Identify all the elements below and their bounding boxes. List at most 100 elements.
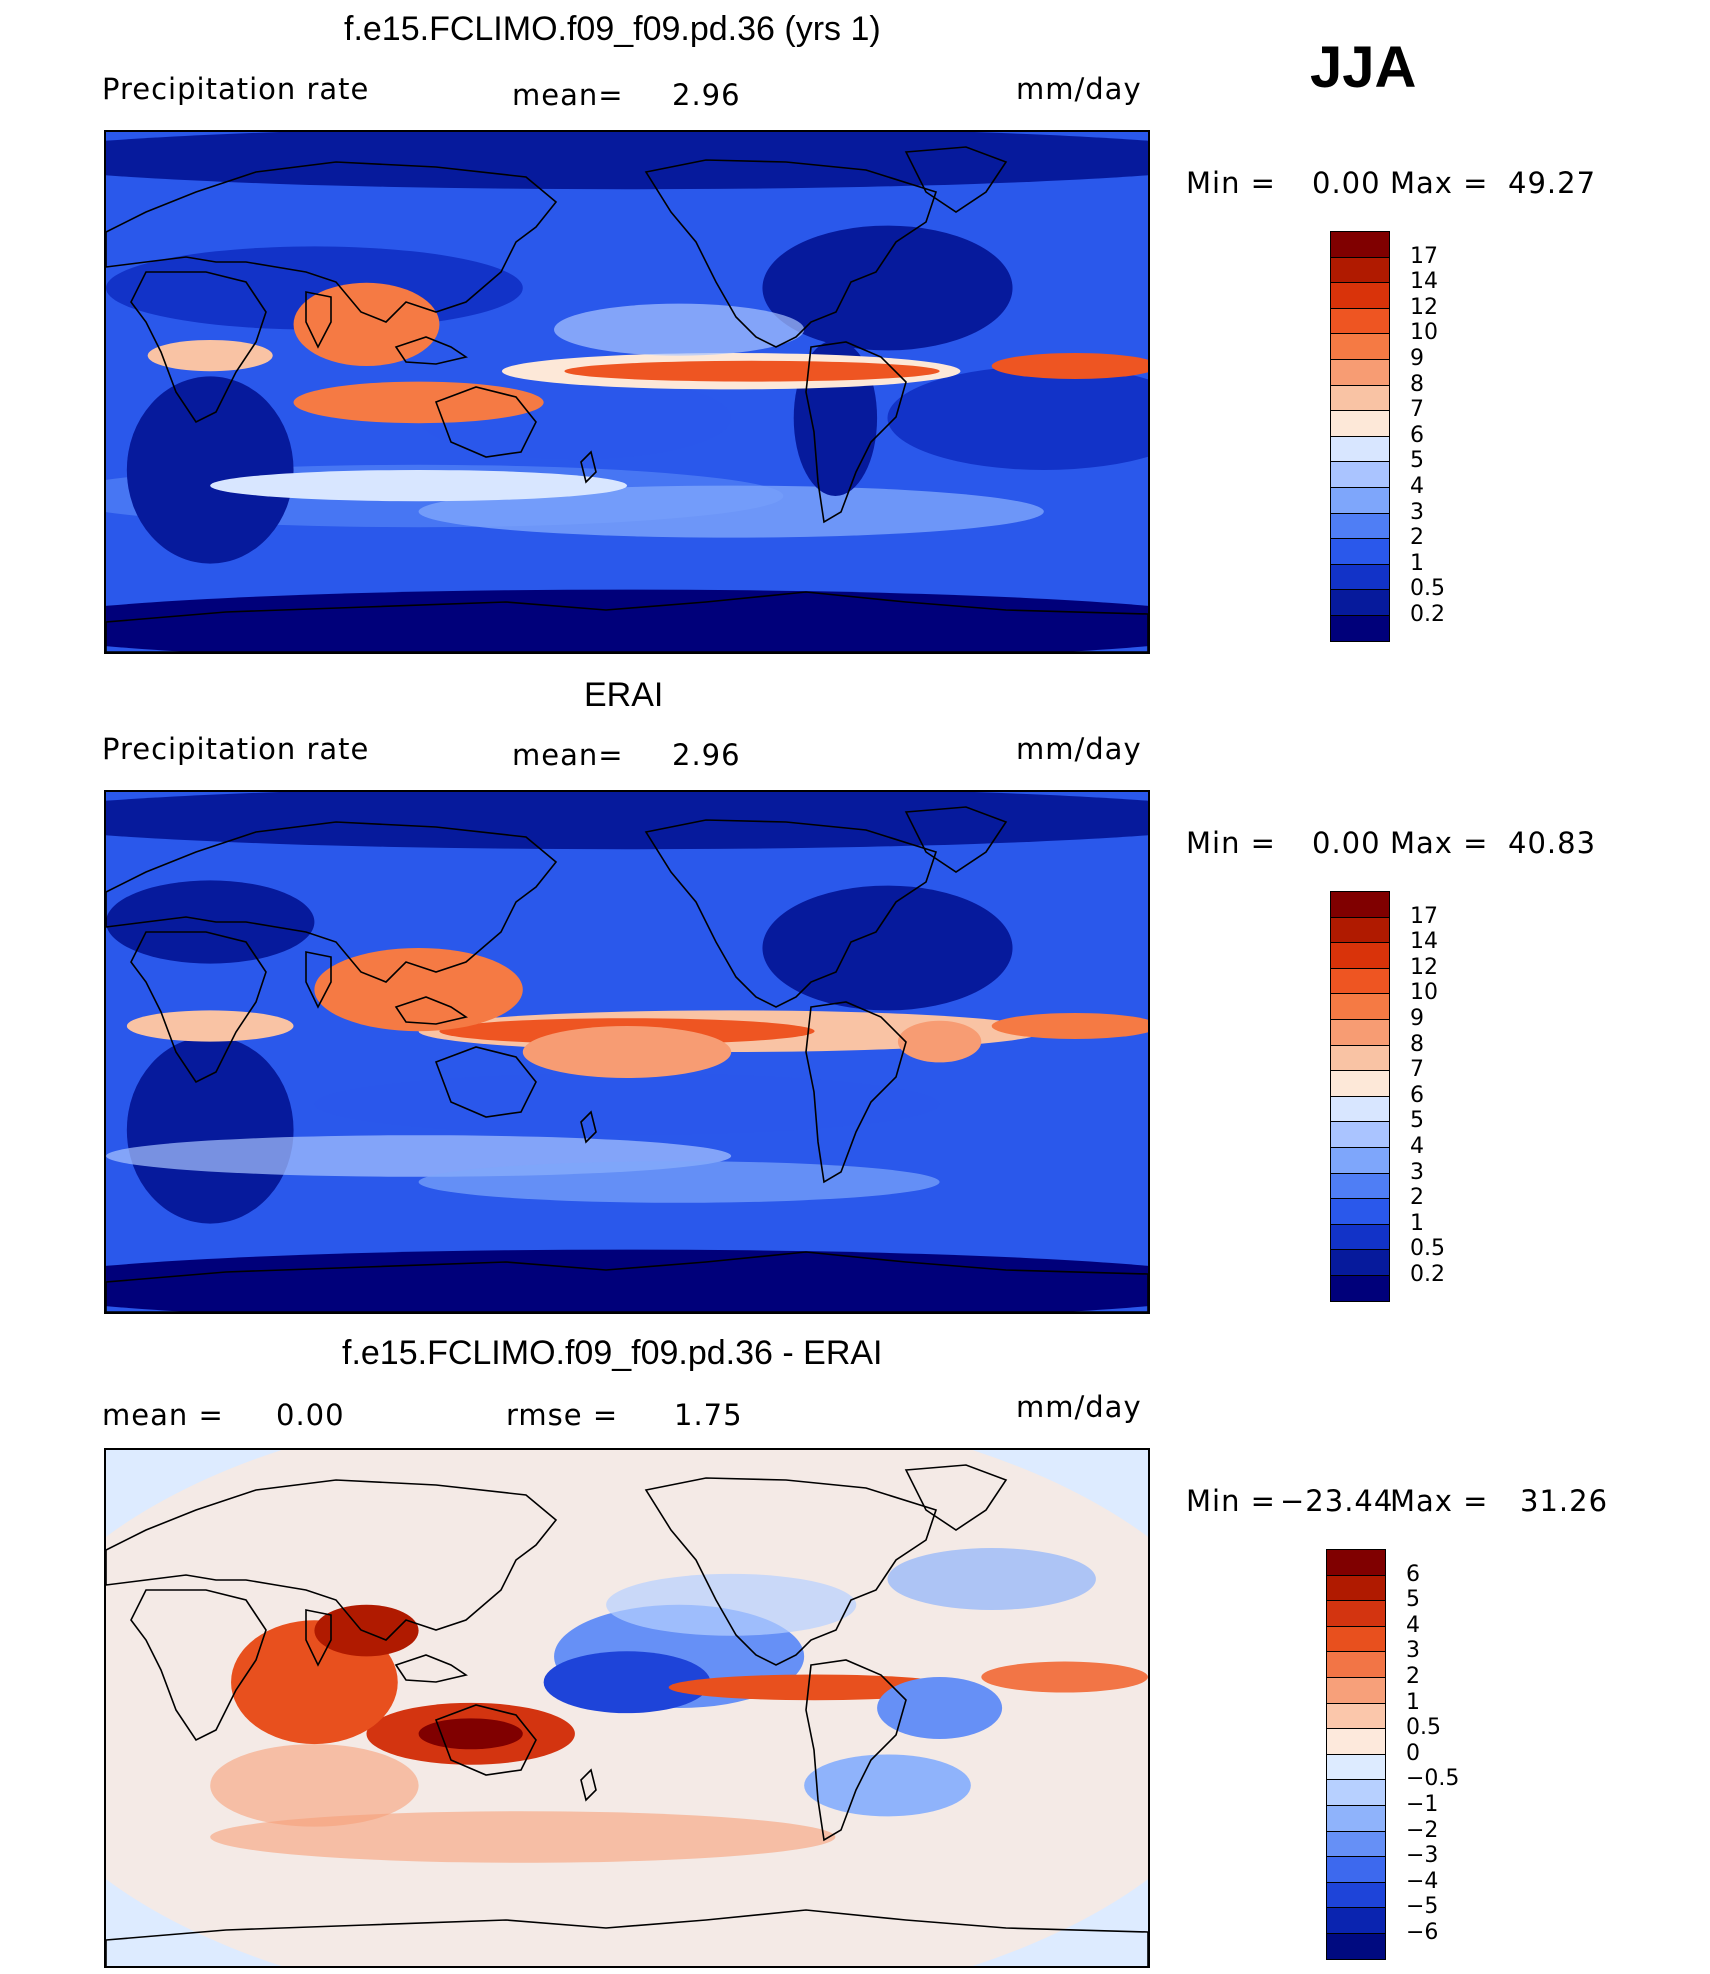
colorbar-tick-label: 2 xyxy=(1410,1185,1424,1211)
colorbar-swatch xyxy=(1330,589,1390,616)
colorbar-swatch xyxy=(1330,307,1390,335)
colorbar-swatch xyxy=(1330,916,1390,944)
colorbar-swatch xyxy=(1326,1625,1386,1653)
colorbar-tick-label: 8 xyxy=(1410,371,1424,397)
colorbar-swatch xyxy=(1326,1651,1386,1678)
colorbar-tick-label: 6 xyxy=(1410,1082,1424,1108)
colorbar-tick-label: 17 xyxy=(1410,903,1438,929)
colorbar-tick-label: 5 xyxy=(1410,1108,1424,1134)
colorbar-tick-label: −6 xyxy=(1406,1920,1439,1945)
colorbar-tick-label: −3 xyxy=(1406,1843,1439,1869)
colorbar-tick-label: 2 xyxy=(1406,1664,1420,1689)
colorbar-tick-label: 0.5 xyxy=(1406,1715,1441,1741)
rmse-value: 1.75 xyxy=(674,1398,743,1432)
colorbar-tick-label: 12 xyxy=(1410,954,1438,980)
colorbar-swatch xyxy=(1326,1600,1386,1627)
colorbar-swatch xyxy=(1330,1172,1390,1200)
panel-title: f.e15.FCLIMO.f09_f09.pd.36 - ERAI xyxy=(342,1334,883,1372)
colorbar-tick-label: 0 xyxy=(1406,1740,1420,1766)
colorbar-tick-label: −0.5 xyxy=(1406,1766,1460,1792)
mean-value: 0.00 xyxy=(276,1398,345,1432)
mean-label: mean= xyxy=(512,738,624,772)
colorbar-tick-label: 14 xyxy=(1410,269,1438,295)
mean-value: 2.96 xyxy=(672,738,741,772)
colorbar-swatch xyxy=(1326,1574,1386,1602)
precip-map-obs xyxy=(104,790,1150,1314)
colorbar-tick-label: 1 xyxy=(1410,1210,1424,1236)
colorbar-tick-label: 0.5 xyxy=(1410,1236,1445,1262)
max-label: Max = xyxy=(1390,826,1489,860)
precip-map-model xyxy=(104,130,1150,654)
min-value: 0.00 xyxy=(1312,826,1381,860)
colorbar-tick-label: 0.5 xyxy=(1410,576,1445,602)
panel-title: ERAI xyxy=(584,676,664,714)
colorbar-swatch xyxy=(1330,1044,1390,1072)
colorbar-swatch xyxy=(1330,993,1390,1020)
colorbar-swatch xyxy=(1326,1805,1386,1832)
colorbar-tick-label: 5 xyxy=(1410,448,1424,474)
mean-value: 2.96 xyxy=(672,78,741,112)
colorbar-tick-label: 7 xyxy=(1410,397,1424,423)
colorbar-tick-label: 0.2 xyxy=(1410,1262,1445,1287)
colorbar-swatch xyxy=(1330,461,1390,488)
colorbar-swatch xyxy=(1326,1677,1386,1704)
colorbar-tick-label: 8 xyxy=(1410,1031,1424,1057)
colorbar-swatch xyxy=(1330,891,1390,918)
mean-label: mean= xyxy=(512,78,624,112)
max-label: Max = xyxy=(1390,166,1489,200)
colorbar-swatch xyxy=(1330,282,1390,309)
colorbar-swatch xyxy=(1326,1881,1386,1909)
max-label: Max = xyxy=(1390,1484,1489,1518)
colorbar-tick-label: 4 xyxy=(1406,1612,1420,1638)
colorbar-swatch xyxy=(1326,1702,1386,1730)
variable-label: Precipitation rate xyxy=(102,732,370,766)
colorbar-tick-label: 1 xyxy=(1410,550,1424,576)
colorbar-swatch xyxy=(1330,1198,1390,1225)
panel-title: f.e15.FCLIMO.f09_f09.pd.36 (yrs 1) xyxy=(344,10,881,48)
colorbar-swatch xyxy=(1326,1907,1386,1934)
colorbar-tick-label: 12 xyxy=(1410,294,1438,320)
colorbar-swatch xyxy=(1330,1275,1390,1302)
units-label: mm/day xyxy=(1016,72,1142,106)
colorbar-tick-label: 14 xyxy=(1410,929,1438,955)
colorbar-swatch xyxy=(1330,256,1390,284)
colorbar-swatch xyxy=(1330,1070,1390,1097)
units-label: mm/day xyxy=(1016,1390,1142,1424)
colorbar-swatch xyxy=(1326,1753,1386,1781)
colorbar-tick-label: −1 xyxy=(1406,1792,1439,1817)
colorbar-swatch xyxy=(1330,563,1390,591)
colorbar-tick-label: 9 xyxy=(1410,1006,1424,1031)
colorbar-tick-label: 4 xyxy=(1410,1134,1424,1159)
colorbar-tick-label: −2 xyxy=(1406,1817,1439,1843)
colorbar-tick-label: 7 xyxy=(1410,1057,1424,1083)
min-label: Min = xyxy=(1186,166,1276,200)
colorbar-swatch xyxy=(1330,231,1390,258)
colorbar-swatch xyxy=(1330,1147,1390,1174)
colorbar-tick-label: −5 xyxy=(1406,1894,1439,1920)
precip-diff-map xyxy=(104,1448,1150,1968)
colorbar-swatch xyxy=(1330,1121,1390,1148)
max-value: 49.27 xyxy=(1508,166,1597,200)
colorbar-tick-label: 6 xyxy=(1406,1561,1420,1587)
colorbar-swatch xyxy=(1330,942,1390,969)
colorbar-tick-label: 5 xyxy=(1406,1587,1420,1613)
colorbar-swatch xyxy=(1330,615,1390,642)
max-value: 31.26 xyxy=(1520,1484,1609,1518)
colorbar-swatch xyxy=(1326,1830,1386,1858)
colorbar-swatch xyxy=(1330,333,1390,360)
colorbar-tick-label: 3 xyxy=(1410,1159,1424,1185)
colorbar-tick-label: 9 xyxy=(1410,346,1424,371)
colorbar-swatch xyxy=(1330,487,1390,514)
colorbar-swatch xyxy=(1330,410,1390,437)
max-value: 40.83 xyxy=(1508,826,1597,860)
colorbar-tick-label: 6 xyxy=(1410,422,1424,448)
colorbar-tick-label: 10 xyxy=(1410,320,1438,346)
colorbar-swatch xyxy=(1330,384,1390,412)
variable-label: Precipitation rate xyxy=(102,72,370,106)
colorbar-tick-label: 3 xyxy=(1410,499,1424,525)
colorbar-tick-label: 0.2 xyxy=(1410,602,1445,627)
units-label: mm/day xyxy=(1016,732,1142,766)
colorbar-swatch xyxy=(1330,967,1390,995)
colorbar-swatch xyxy=(1330,538,1390,565)
colorbar-tick-label: 4 xyxy=(1410,474,1424,499)
